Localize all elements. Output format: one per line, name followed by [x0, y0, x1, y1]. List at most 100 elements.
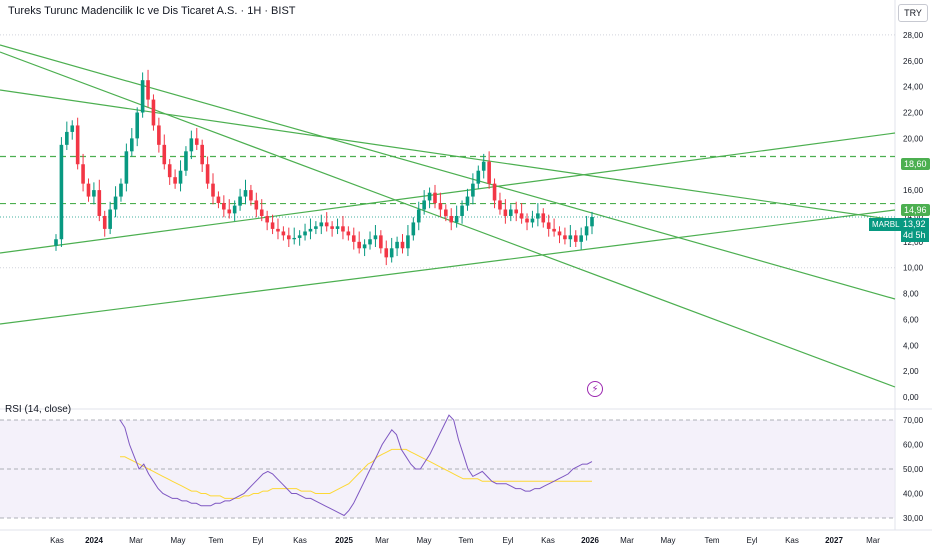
candle-body	[178, 170, 183, 184]
candle-body	[324, 222, 329, 227]
candle-body	[557, 231, 562, 236]
candle-body	[341, 226, 345, 232]
trend-line	[0, 89, 896, 221]
last-price: 13,92	[903, 219, 926, 229]
candle-body	[157, 125, 161, 145]
x-tick-label: 2024	[85, 536, 103, 545]
candle-body	[389, 248, 394, 258]
candle-body	[508, 209, 513, 216]
candle-body	[54, 239, 58, 246]
candle-body	[146, 80, 150, 100]
y-tick-label: 6,00	[903, 315, 919, 324]
y-tick-label: 4,00	[903, 341, 919, 350]
candles	[54, 69, 594, 266]
horizontal-levels	[0, 155, 895, 218]
candle-body	[162, 144, 167, 165]
candle-body	[254, 200, 259, 210]
candle-body	[573, 235, 578, 242]
x-tick-label: May	[660, 536, 675, 545]
candle-body	[259, 209, 264, 216]
x-tick-label: May	[170, 536, 185, 545]
y-tick-label: 10,00	[903, 264, 924, 273]
y-tick-label: 14,00	[903, 212, 924, 221]
last-price-tag: 13,92 4d 5h	[901, 218, 929, 242]
candle-body	[108, 209, 112, 229]
rsi-line	[119, 414, 593, 517]
x-tick-label: Mar	[620, 536, 634, 545]
y-tick-label: 26,00	[903, 57, 924, 66]
trend-line	[0, 44, 896, 300]
y-tick-label: 0,00	[903, 393, 919, 402]
candle-body	[330, 226, 334, 229]
candle-body	[276, 228, 280, 232]
level-high-tag: 18,60	[901, 158, 930, 170]
candle-body	[400, 241, 405, 249]
x-tick-label: 2027	[825, 536, 843, 545]
candle-body	[86, 183, 91, 197]
candle-body	[232, 205, 237, 214]
x-tick-label: Eyl	[746, 536, 757, 545]
candle-body	[75, 125, 80, 165]
x-tick-label: Tem	[458, 536, 473, 545]
x-tick-label: May	[416, 536, 431, 545]
candle-body	[308, 228, 313, 232]
candle-body	[503, 209, 508, 216]
candle-body	[525, 218, 529, 223]
candle-body	[471, 183, 475, 197]
y-tick-label: 28,00	[903, 31, 924, 40]
candle-body	[444, 209, 448, 216]
lightning-icon[interactable]: ⚡	[587, 381, 603, 397]
rsi-tick-label: 60,00	[903, 441, 924, 450]
rsi-pane: 70,00 60,00 50,00 40,00 30,00	[0, 414, 924, 523]
x-tick-label: Kas	[541, 536, 555, 545]
rsi-ma-line	[120, 448, 592, 499]
candle-body	[59, 144, 64, 240]
candle-body	[351, 235, 356, 242]
candle-body	[211, 183, 215, 197]
price-axis: 28,0026,0024,0022,0020,0018,0016,0014,00…	[903, 31, 924, 402]
chart-title: Tureks Turunc Madencilik Ic ve Dis Ticar…	[8, 5, 296, 17]
rsi-tick-label: 30,00	[903, 514, 924, 523]
candle-body	[395, 241, 399, 249]
candle-body	[243, 190, 248, 197]
x-tick-label: Mar	[866, 536, 880, 545]
candle-body	[303, 231, 307, 236]
candle-body	[200, 144, 204, 165]
candle-body	[129, 138, 134, 152]
countdown: 4d 5h	[903, 230, 926, 240]
x-tick-label: Eyl	[502, 536, 513, 545]
candle-body	[411, 222, 416, 236]
y-tick-label: 24,00	[903, 83, 924, 92]
candle-body	[346, 231, 351, 236]
x-tick-label: Kas	[785, 536, 799, 545]
candle-body	[97, 190, 102, 216]
candle-body	[568, 235, 573, 240]
candle-body	[92, 190, 96, 197]
candle-body	[514, 209, 519, 214]
candle-body	[427, 192, 432, 201]
candle-body	[460, 205, 464, 216]
trend-line	[0, 132, 896, 254]
candle-body	[65, 131, 69, 145]
candle-body	[335, 226, 340, 229]
candle-body	[81, 164, 85, 184]
candle-body	[368, 239, 372, 245]
y-tick-label: 8,00	[903, 290, 919, 299]
candle-body	[238, 196, 242, 206]
candle-body	[205, 164, 210, 184]
candle-body	[297, 235, 302, 238]
candle-body	[140, 80, 145, 113]
candle-body	[151, 99, 156, 126]
x-tick-label: Mar	[129, 536, 143, 545]
candle-body	[449, 215, 454, 223]
candle-body	[422, 200, 426, 210]
candle-body	[216, 196, 221, 204]
candle-body	[189, 138, 194, 152]
candle-body	[194, 138, 199, 145]
x-tick-label: 2025	[335, 536, 353, 545]
currency-selector[interactable]: TRY	[898, 4, 928, 22]
trend-line	[0, 209, 896, 325]
candle-body	[314, 226, 318, 229]
candle-body	[416, 209, 421, 223]
